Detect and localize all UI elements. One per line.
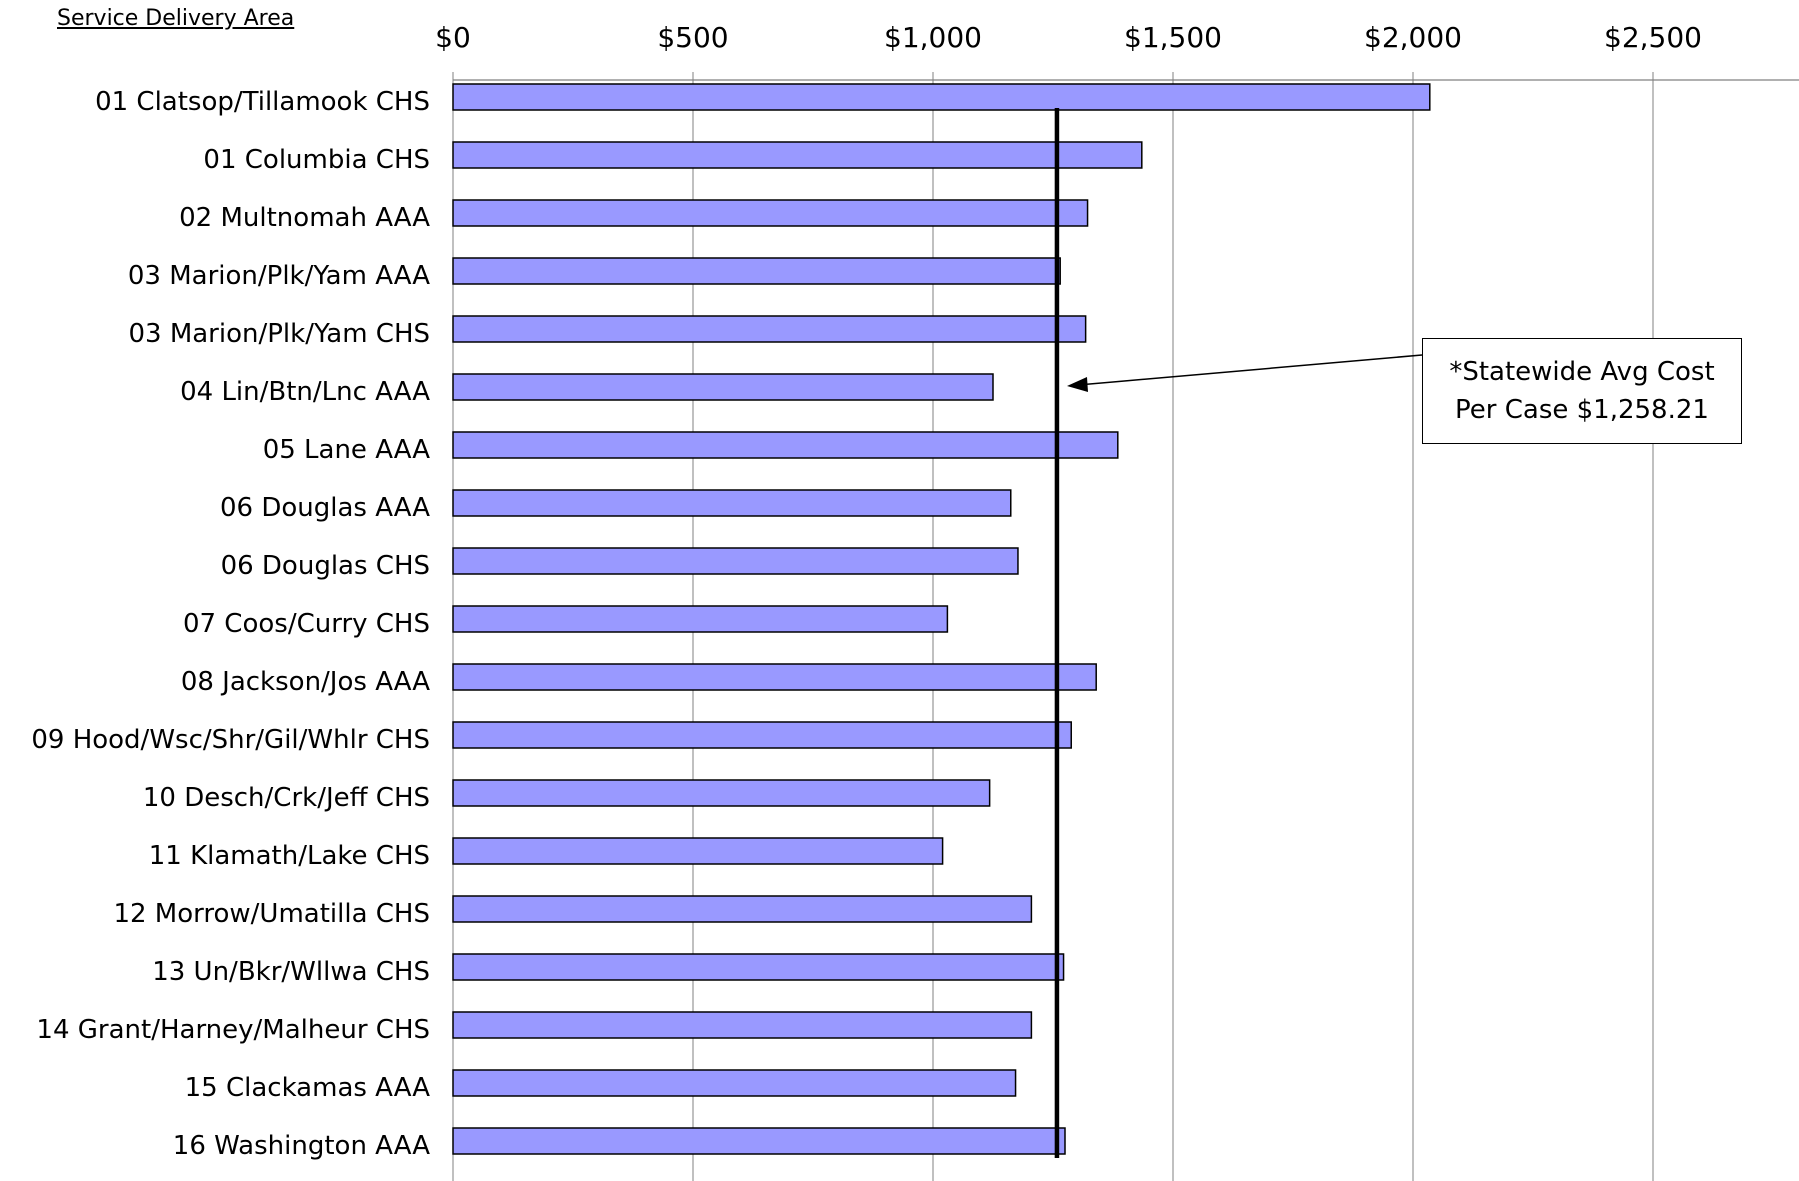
category-label: 12 Morrow/Umatilla CHS xyxy=(113,899,430,929)
bar xyxy=(452,489,1012,517)
bar xyxy=(452,953,1065,981)
category-label: 03 Marion/Plk/Yam AAA xyxy=(128,261,430,291)
bar xyxy=(452,431,1119,459)
service-delivery-area-header: Service Delivery Area xyxy=(57,6,295,31)
x-tick-label: $1,500 xyxy=(1124,21,1222,54)
bar xyxy=(452,199,1089,227)
category-label: 09 Hood/Wsc/Shr/Gil/Whlr CHS xyxy=(31,725,430,755)
bar xyxy=(452,141,1143,169)
category-label: 10 Desch/Crk/Jeff CHS xyxy=(143,783,430,813)
x-tick-label: $2,500 xyxy=(1604,21,1702,54)
bar xyxy=(452,663,1097,691)
category-label: 06 Douglas AAA xyxy=(220,493,430,523)
bar xyxy=(452,779,991,807)
bar xyxy=(452,1127,1066,1155)
category-label: 08 Jackson/Jos AAA xyxy=(181,667,430,697)
x-tick-label: $2,000 xyxy=(1364,21,1462,54)
bar xyxy=(452,547,1019,575)
bar xyxy=(452,1011,1033,1039)
bar xyxy=(452,605,949,633)
category-label: 01 Clatsop/Tillamook CHS xyxy=(95,87,430,117)
bar xyxy=(452,373,994,401)
bar xyxy=(452,1069,1017,1097)
bar xyxy=(452,83,1431,111)
bars xyxy=(452,83,1431,1155)
category-label: 13 Un/Bkr/Wllwa CHS xyxy=(152,957,430,987)
statewide-average-callout: *Statewide Avg Cost Per Case $1,258.21 xyxy=(1422,338,1742,444)
category-label: 07 Coos/Curry CHS xyxy=(183,609,430,639)
category-label: 01 Columbia CHS xyxy=(203,145,430,175)
x-tick-label: $1,000 xyxy=(884,21,982,54)
category-labels: 01 Clatsop/Tillamook CHS 01 Columbia CHS 0… xyxy=(31,87,430,1161)
callout-arrowhead xyxy=(1067,377,1088,392)
bar xyxy=(452,837,944,865)
category-label: 15 Clackamas AAA xyxy=(185,1073,431,1103)
category-label: 04 Lin/Btn/Lnc AAA xyxy=(180,377,430,407)
callout-line-2: Per Case $1,258.21 xyxy=(1455,395,1709,425)
x-tick-label: $0 xyxy=(435,21,471,54)
bar xyxy=(452,257,1061,285)
category-label: 02 Multnomah AAA xyxy=(179,203,430,233)
x-tick-label: $500 xyxy=(657,21,728,54)
category-label: 11 Klamath/Lake CHS xyxy=(149,841,430,871)
category-label: 14 Grant/Harney/Malheur CHS xyxy=(36,1015,430,1045)
average-reference xyxy=(1054,108,1423,1158)
bar xyxy=(452,315,1087,343)
category-label: 03 Marion/Plk/Yam CHS xyxy=(128,319,430,349)
bar xyxy=(452,721,1072,749)
category-label: 05 Lane AAA xyxy=(263,435,431,465)
category-label: 06 Douglas CHS xyxy=(221,551,430,581)
bar xyxy=(452,895,1033,923)
x-tick-labels: $0 $500 $1,000 $1,500 $2,000 $2,500 xyxy=(435,21,1702,54)
callout-arrow-line xyxy=(1080,354,1423,386)
callout-line-1: *Statewide Avg Cost xyxy=(1449,357,1715,387)
category-label: 16 Washington AAA xyxy=(173,1131,430,1161)
